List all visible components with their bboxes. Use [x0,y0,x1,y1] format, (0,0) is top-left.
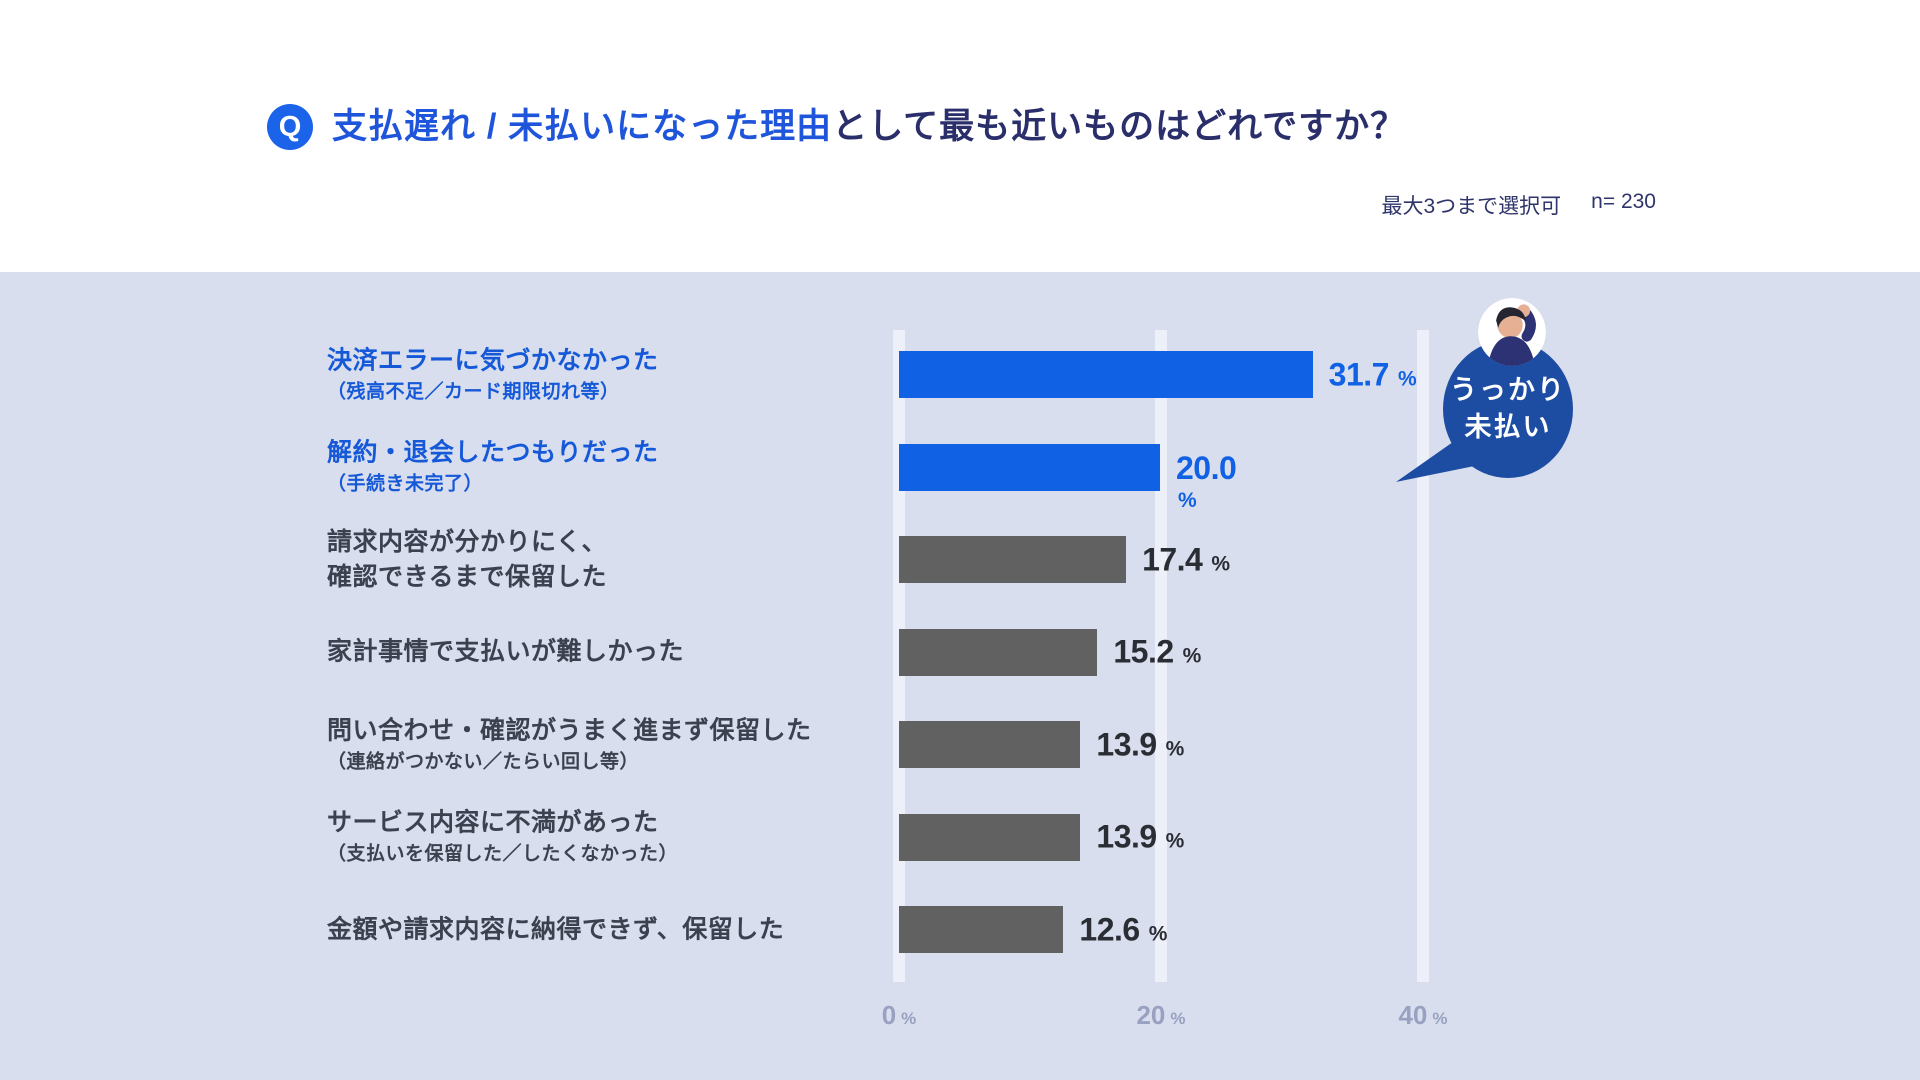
x-axis-tick-40: 40% [1363,1000,1483,1031]
category-label-main: 家計事情で支払いが難しかった [327,637,685,666]
value-label: 13.9 % [1096,726,1184,763]
bar [899,906,1064,953]
value-unit: % [1178,488,1197,512]
category-label-main: 問い合わせ・確認がうまく進まず保留した [327,716,812,744]
x-axis-tick-20: 20% [1101,1000,1221,1031]
header: Q 支払遅れ / 未払いになった理由として最も近いものはどれですか？ 最大3つま… [0,0,1920,272]
value-number: 13.9 [1096,818,1157,855]
chart-row: 家計事情で支払いが難しかった 15.2 % [0,628,1920,676]
survey-note: 最大3つまで選択可 n= 230 [1381,190,1656,220]
category-label-sub: （手続き未完了） [327,473,484,495]
value-unit: % [1397,367,1417,390]
category-label: 請求内容が分かりにく、 確認できるまで保留した [327,525,607,595]
tick-number: 40 [1398,1000,1428,1030]
value-number: 12.6 [1079,911,1140,947]
speech-bubble-text-line2: 未払い [1464,412,1552,442]
bar [899,628,1098,676]
x-axis-tick-0: 0% [839,1000,959,1031]
category-label-sub: （支払いを保留した／したくなかった） [327,843,679,865]
tick-unit: % [1170,1009,1186,1028]
value-label: 17.4 % [1142,541,1230,578]
value-number: 31.7 [1328,356,1390,392]
category-label-sub: （残高不足／カード期限切れ等） [327,381,620,402]
category-label: 金額や請求内容に納得できず、保留した [327,912,784,947]
person-oops-avatar-icon [1478,298,1546,366]
tick-unit: % [1432,1009,1448,1028]
category-label: 決済エラーに気づかなかった （残高不足／カード期限切れ等） [327,343,659,406]
value-label: 31.7 % [1329,356,1417,393]
speech-bubble: うっかり 未払い [1443,340,1573,478]
category-label: 家計事情で支払いが難しかった [327,635,684,670]
value-unit: % [1148,922,1168,945]
page-title: 支払遅れ / 未払いになった理由として最も近いものはどれですか？ [332,103,1406,151]
value-unit: % [1182,644,1202,668]
category-label-main: 金額や請求内容に納得できず、保留した [327,915,785,943]
chart-row: 決済エラーに気づかなかった （残高不足／カード期限切れ等） 31.7 % [0,346,1920,402]
bar [899,536,1127,583]
category-label-main: サービス内容に不満があった [327,808,659,837]
question-badge-letter: Q [278,110,302,143]
category-label: 問い合わせ・確認がうまく進まず保留した （連絡がつかない／たらい回し等） [327,713,812,776]
selection-note: 最大3つまで選択可 [1381,195,1562,218]
category-label-main2: 確認できるまで保留した [327,562,608,591]
value-label: 15.2 % [1113,634,1201,671]
category-label-main: 決済エラーに気づかなかった [327,346,659,374]
value-number: 17.4 [1142,541,1203,577]
chart-row: サービス内容に不満があった （支払いを保留した／したくなかった） 13.9 % [0,809,1920,865]
gridline-40 [1417,330,1429,982]
value-number: 13.9 [1096,726,1157,762]
category-label: サービス内容に不満があった （支払いを保留した／したくなかった） [327,806,678,869]
question-badge-icon: Q [267,104,313,150]
bar [899,813,1081,861]
gridline-20 [1155,330,1167,982]
value-label: 12.6 % [1079,911,1167,948]
bar [899,351,1313,398]
category-label-sub: （連絡がつかない／たらい回し等） [327,751,640,772]
category-label: 解約・退会したつもりだった （手続き未完了） [327,436,659,499]
tick-unit: % [901,1009,917,1028]
chart-area: 決済エラーに気づかなかった （残高不足／カード期限切れ等） 31.7 % 解約・… [0,272,1920,1080]
chart-row: 問い合わせ・確認がうまく進まず保留した （連絡がつかない／たらい回し等） 13.… [0,716,1920,772]
page-title-rest: として最も近いものはどれですか？ [832,107,1407,146]
bar [899,721,1081,768]
bar [899,443,1160,491]
value-number: 20.0 [1176,449,1237,486]
speech-bubble-text-line1: うっかり [1450,375,1566,405]
chart-row: 解約・退会したつもりだった （手続き未完了） 20.0 % [0,439,1920,512]
chart-row: 請求内容が分かりにく、 確認できるまで保留した 17.4 % [0,528,1920,591]
value-number: 15.2 [1113,633,1174,670]
value-label: 13.9 % [1096,819,1184,856]
value-unit: % [1165,829,1185,853]
value-label: 20.0 % [1176,449,1237,513]
page-title-highlight: 支払遅れ / 未払いになった理由 [332,107,833,146]
category-label-main: 請求内容が分かりにく、 [327,527,608,556]
value-unit: % [1211,552,1231,575]
chart-row: 金額や請求内容に納得できず、保留した 12.6 % [0,906,1920,953]
category-label-main: 解約・退会したつもりだった [327,438,659,467]
tick-number: 20 [1136,1000,1166,1030]
value-unit: % [1165,737,1185,760]
sample-size: n= 230 [1591,190,1656,213]
tick-number: 0 [881,1000,897,1030]
